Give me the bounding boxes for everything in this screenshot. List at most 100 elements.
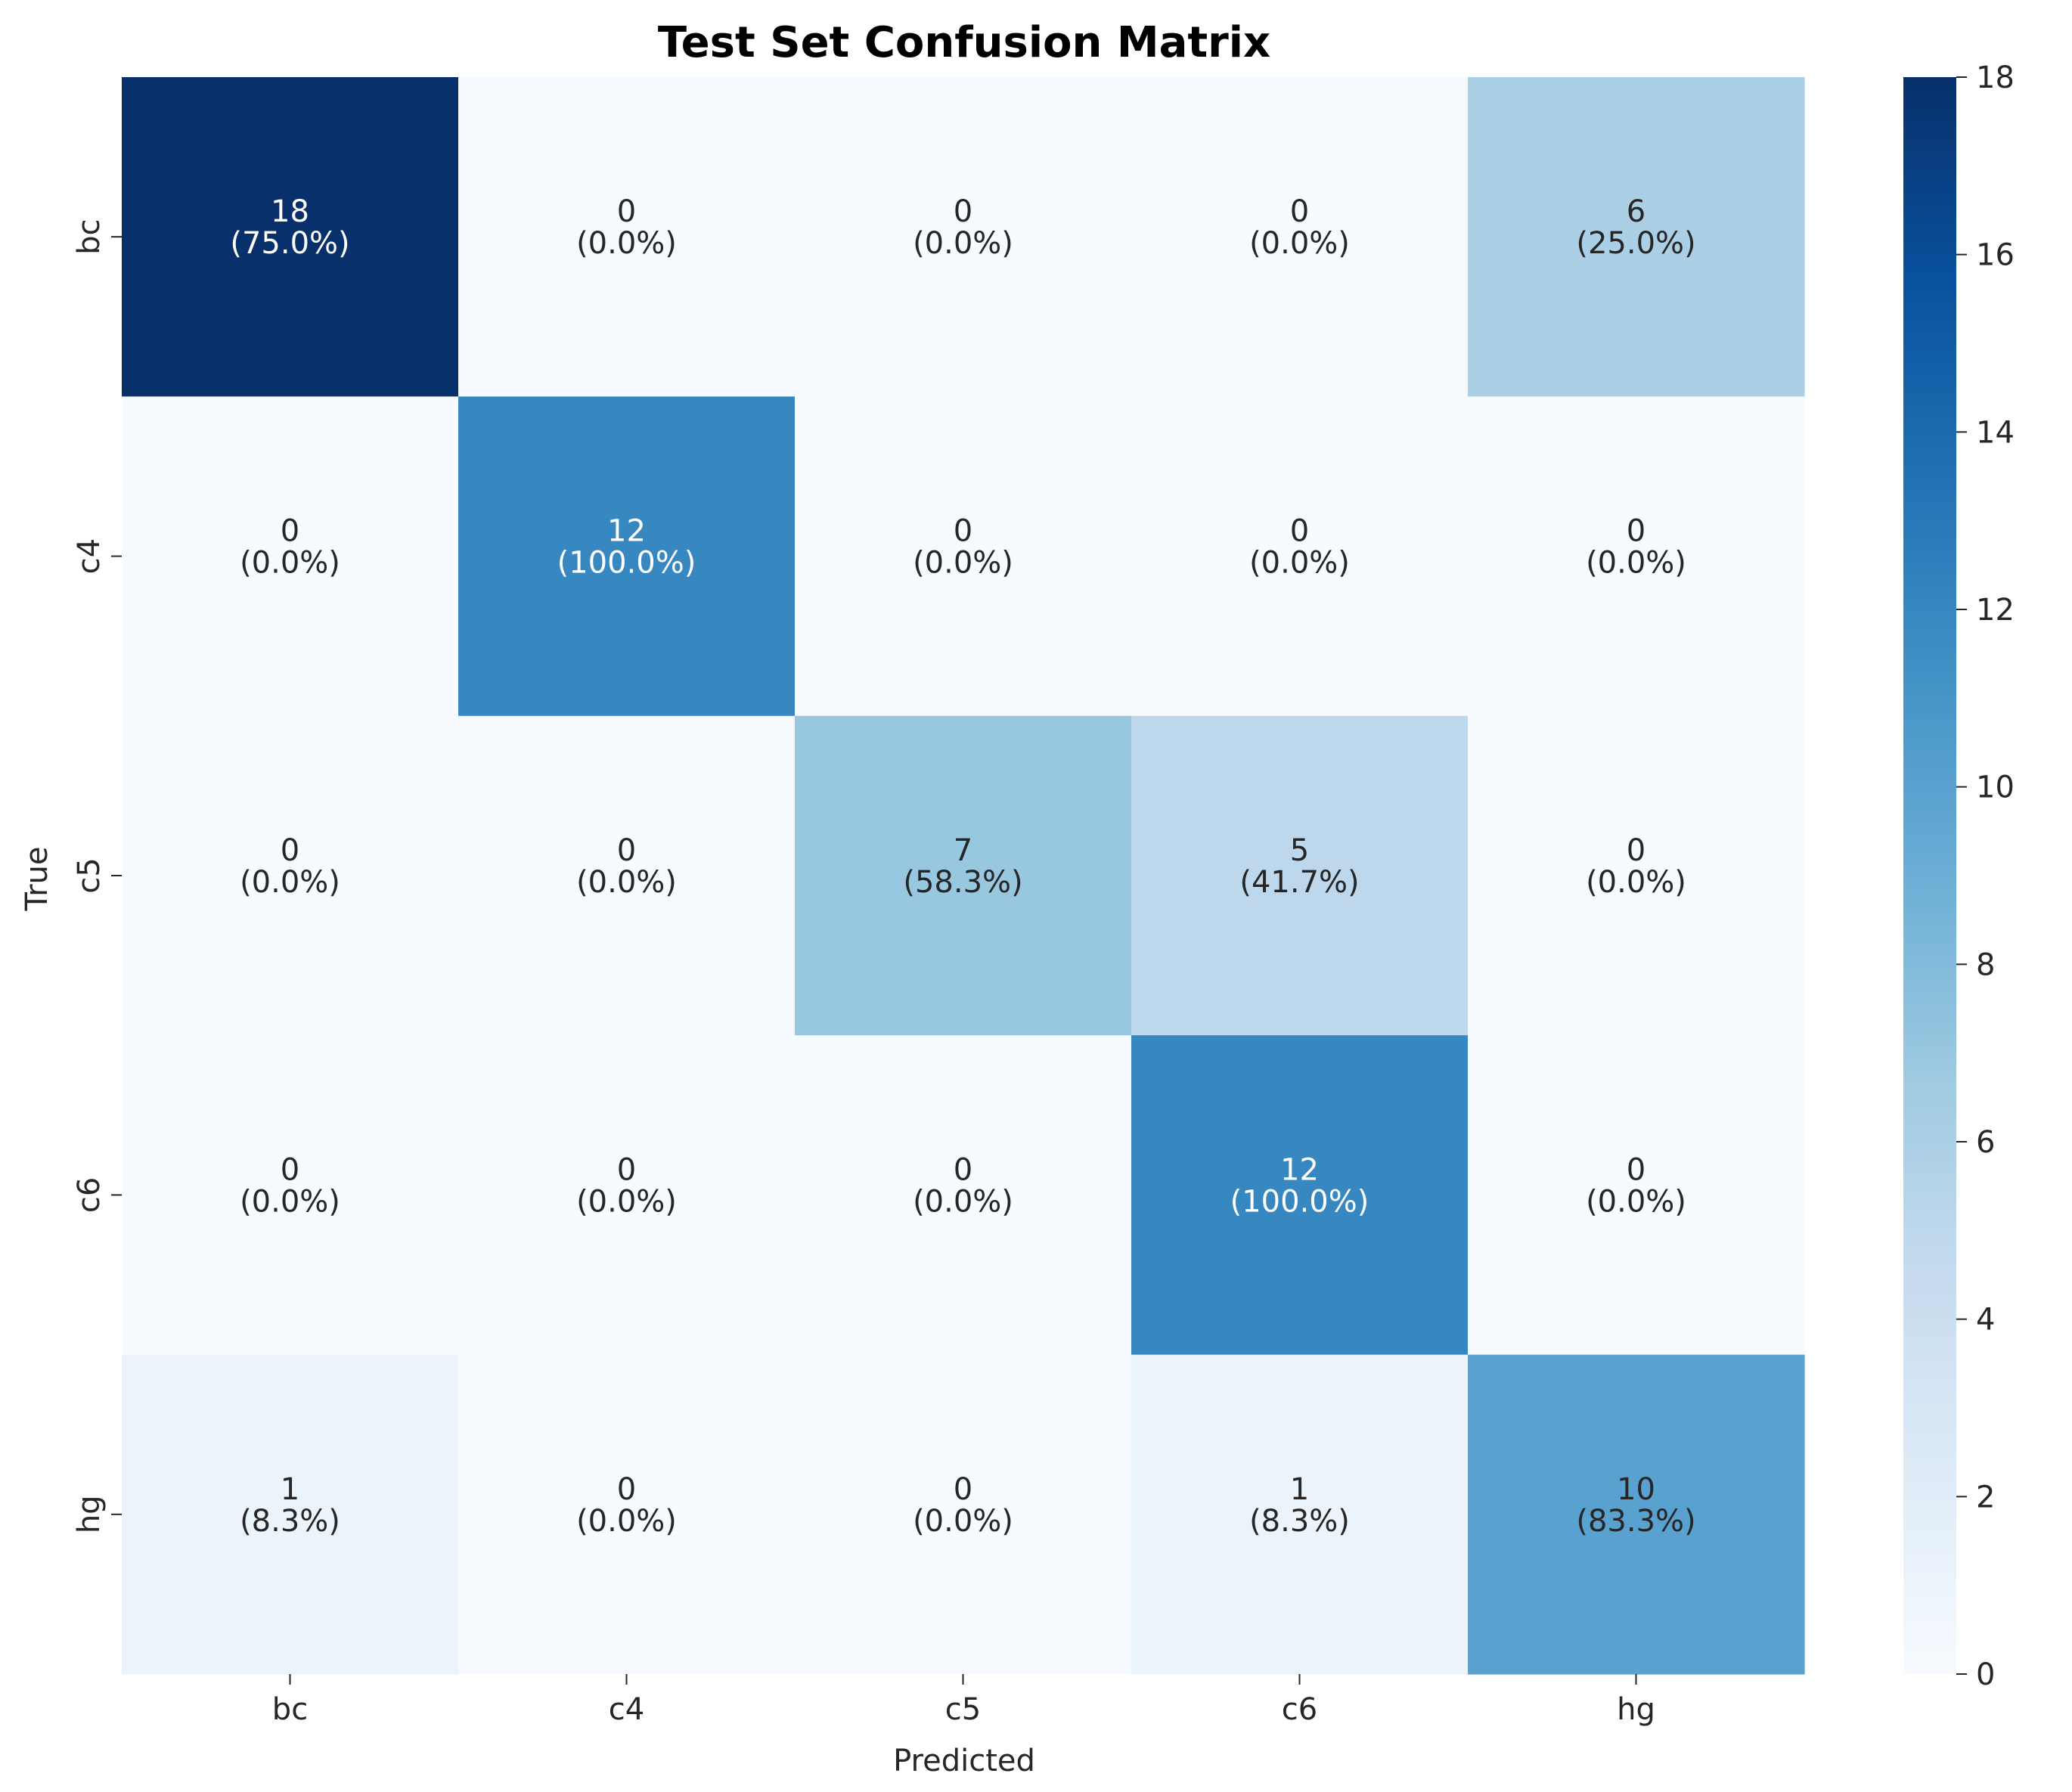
colorbar-tick-label: 0 — [1976, 1657, 1995, 1692]
cell-percent-label: (100.0%) — [1230, 1184, 1369, 1219]
heatmap-cell — [122, 1035, 459, 1356]
x-tick-label: c4 — [609, 1692, 644, 1727]
y-axis-ticks: bc c4 c5 c6 hg — [72, 219, 122, 1533]
cell-percent-label: (0.0%) — [1249, 546, 1350, 581]
colorbar — [1903, 77, 1956, 1674]
colorbar-tick-label: 10 — [1976, 770, 2015, 805]
cell-count-label: 1 — [1290, 1472, 1309, 1507]
heatmap-cell — [122, 1354, 459, 1675]
cell-count-label: 0 — [1627, 833, 1646, 868]
colorbar-tick-label: 18 — [1976, 60, 2015, 95]
x-tick-label: c6 — [1282, 1692, 1317, 1727]
colorbar-tick-label: 6 — [1976, 1125, 1995, 1160]
heatmap-cell — [795, 1354, 1132, 1675]
cell-count-label: 1 — [281, 1472, 299, 1507]
cell-count-label: 6 — [1627, 194, 1646, 229]
y-tick-label: c5 — [72, 857, 107, 893]
cell-percent-label: (41.7%) — [1239, 865, 1359, 900]
heatmap-cell — [122, 715, 459, 1036]
heatmap-cell — [1468, 77, 1805, 397]
cell-count-label: 5 — [1290, 833, 1309, 868]
colorbar-tick-label: 8 — [1976, 947, 1995, 982]
cell-count-label: 0 — [954, 514, 972, 549]
x-axis-label: Predicted — [893, 1744, 1035, 1778]
cell-count-label: 0 — [954, 1152, 972, 1187]
cell-percent-label: (0.0%) — [576, 865, 677, 900]
x-tick-label: hg — [1617, 1692, 1655, 1727]
heatmap-cell — [458, 77, 796, 397]
heatmap-cell — [1131, 1035, 1469, 1356]
x-axis-ticks: bc c4 c5 c6 hg — [272, 1674, 1655, 1727]
cell-percent-label: (0.0%) — [913, 546, 1013, 581]
heatmap-cell — [795, 715, 1132, 1036]
cell-percent-label: (8.3%) — [240, 1504, 340, 1539]
cell-percent-label: (0.0%) — [1586, 865, 1686, 900]
colorbar-ticks: 0 2 4 6 8 10 12 14 16 18 — [1956, 60, 2015, 1692]
heatmap-cell — [458, 715, 796, 1036]
heatmap-cells — [122, 77, 1805, 1675]
cell-percent-label: (83.3%) — [1576, 1504, 1695, 1539]
heatmap-cell — [122, 77, 459, 397]
cell-percent-label: (0.0%) — [1586, 1184, 1686, 1219]
cell-count-label: 0 — [954, 1472, 972, 1507]
cell-count-label: 0 — [1290, 194, 1309, 229]
heatmap-cell — [1468, 1035, 1805, 1356]
heatmap-cell — [795, 1035, 1132, 1356]
cell-count-label: 0 — [1290, 514, 1309, 549]
cell-percent-label: (0.0%) — [240, 1184, 340, 1219]
cell-percent-label: (0.0%) — [240, 546, 340, 581]
cell-count-label: 7 — [954, 833, 972, 868]
heatmap-cell — [795, 396, 1132, 717]
cell-count-label: 0 — [281, 833, 299, 868]
chart-title: Test Set Confusion Matrix — [658, 18, 1270, 67]
heatmap-cell — [1131, 1354, 1469, 1675]
cell-count-label: 0 — [1627, 1152, 1646, 1187]
y-tick-label: c6 — [72, 1177, 107, 1213]
cell-count-label: 0 — [617, 1472, 636, 1507]
cell-percent-label: (100.0%) — [557, 546, 696, 581]
cell-percent-label: (0.0%) — [576, 226, 677, 261]
cell-count-label: 0 — [617, 1152, 636, 1187]
cell-percent-label: (0.0%) — [913, 1504, 1013, 1539]
x-tick-label: c5 — [945, 1692, 981, 1727]
cell-count-label: 0 — [954, 194, 972, 229]
heatmap-cell — [458, 1035, 796, 1356]
colorbar-tick-label: 16 — [1976, 238, 2015, 273]
cell-count-label: 12 — [607, 514, 646, 549]
heatmap-cell — [1131, 77, 1469, 397]
y-tick-label: hg — [72, 1495, 107, 1533]
heatmap-cell — [1131, 715, 1469, 1036]
cell-count-label: 0 — [617, 833, 636, 868]
cell-percent-label: (0.0%) — [240, 865, 340, 900]
cell-count-label: 10 — [1617, 1472, 1655, 1507]
cell-count-label: 0 — [617, 194, 636, 229]
cell-count-label: 18 — [271, 194, 309, 229]
cell-percent-label: (0.0%) — [1586, 546, 1686, 581]
y-axis-label: True — [20, 847, 54, 912]
heatmap-cell — [795, 77, 1132, 397]
heatmap-cell — [1468, 1354, 1805, 1675]
cell-count-label: 12 — [1280, 1152, 1319, 1187]
heatmap-cell — [1131, 396, 1469, 717]
heatmap-cell — [458, 1354, 796, 1675]
cell-percent-label: (0.0%) — [913, 226, 1013, 261]
cell-count-label: 0 — [1627, 514, 1646, 549]
heatmap-cell — [458, 396, 796, 717]
cell-count-label: 0 — [281, 514, 299, 549]
heatmap-cell — [122, 396, 459, 717]
x-tick-label: bc — [272, 1692, 308, 1727]
heatmap-cell-labels: 18(75.0%)0(0.0%)0(0.0%)0(0.0%)6(25.0%)0(… — [230, 194, 1695, 1539]
cell-percent-label: (75.0%) — [230, 226, 349, 261]
heatmap-cell — [1468, 715, 1805, 1036]
colorbar-tick-label: 4 — [1976, 1303, 1995, 1338]
y-tick-label: bc — [72, 219, 107, 255]
cell-percent-label: (0.0%) — [576, 1504, 677, 1539]
colorbar-tick-label: 12 — [1976, 593, 2015, 628]
cell-count-label: 0 — [281, 1152, 299, 1187]
cell-percent-label: (0.0%) — [913, 1184, 1013, 1219]
colorbar-tick-label: 2 — [1976, 1480, 1995, 1515]
cell-percent-label: (0.0%) — [576, 1184, 677, 1219]
colorbar-tick-label: 14 — [1976, 415, 2015, 450]
heatmap-cell — [1468, 396, 1805, 717]
